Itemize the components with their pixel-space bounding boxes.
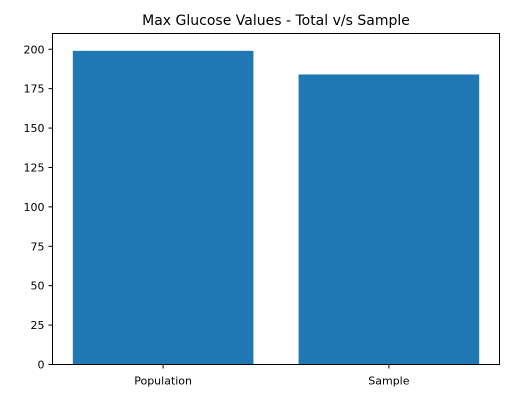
chart-title: Max Glucose Values - Total v/s Sample (142, 13, 410, 29)
bar-population (72, 50, 254, 365)
y-tick-label: 125 (24, 161, 45, 174)
y-tick-label: 100 (24, 201, 45, 214)
y-axis: 0 25 50 75 100 125 150 175 200 (24, 43, 53, 372)
x-axis: Population Sample (134, 364, 410, 388)
bars-layer (72, 50, 480, 365)
y-tick-label: 25 (31, 319, 45, 332)
y-tick-label: 150 (24, 122, 45, 135)
x-tick-label: Sample (368, 375, 409, 388)
plot-frame (52, 33, 500, 365)
y-tick-label: 175 (24, 83, 45, 96)
y-tick-label: 0 (38, 359, 45, 372)
y-tick-label: 200 (24, 43, 45, 56)
y-tick-label: 75 (31, 240, 45, 253)
bar-sample (298, 74, 480, 365)
x-tick-label: Population (134, 375, 192, 388)
y-tick-label: 50 (31, 280, 45, 293)
